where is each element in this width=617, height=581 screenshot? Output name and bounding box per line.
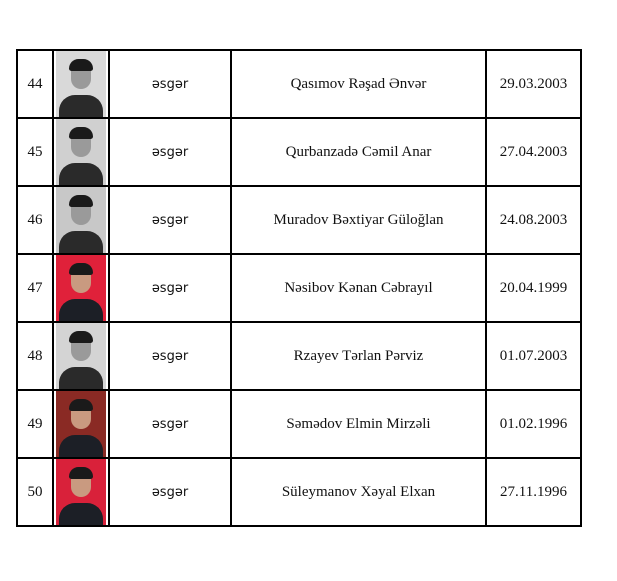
row-number: 44 [16,49,54,119]
portrait-hair [69,127,93,139]
photo-cell [52,457,110,527]
birth-date: 27.04.2003 [485,117,582,187]
rank: əsgər [108,389,232,459]
birth-date: 20.04.1999 [485,253,582,323]
table-row: 45 əsgər Qurbanzadə Cəmil Anar 27.04.200… [16,117,582,187]
portrait-photo [56,459,106,525]
table-row: 49 əsgər Səmədov Elmin Mirzəli 01.02.199… [16,389,582,459]
table-row: 44 əsgər Qasımov Rəşad Ənvər 29.03.2003 [16,49,582,119]
portrait-photo [56,391,106,457]
portrait-hair [69,399,93,411]
rank: əsgər [108,49,232,119]
rank: əsgər [108,321,232,391]
full-name: Qurbanzadə Cəmil Anar [230,117,487,187]
portrait-photo [56,255,106,321]
portrait-photo [56,119,106,185]
rank: əsgər [108,457,232,527]
portrait-hair [69,195,93,207]
row-number: 50 [16,457,54,527]
portrait-hair [69,59,93,71]
table-row: 46 əsgər Muradov Bəxtiyar Güloğlan 24.08… [16,185,582,255]
portrait-body [59,163,103,185]
photo-cell [52,321,110,391]
full-name: Nəsibov Kənan Cəbrayıl [230,253,487,323]
birth-date: 29.03.2003 [485,49,582,119]
portrait-body [59,435,103,457]
photo-cell [52,117,110,187]
photo-cell [52,185,110,255]
portrait-body [59,231,103,253]
rank: əsgər [108,253,232,323]
rank: əsgər [108,117,232,187]
table-row: 50 əsgər Süleymanov Xəyal Elxan 27.11.19… [16,457,582,527]
row-number: 48 [16,321,54,391]
photo-cell [52,389,110,459]
row-number: 49 [16,389,54,459]
full-name: Rzayev Tərlan Pərviz [230,321,487,391]
portrait-body [59,299,103,321]
full-name: Səmədov Elmin Mirzəli [230,389,487,459]
portrait-body [59,367,103,389]
row-number: 46 [16,185,54,255]
full-name: Süleymanov Xəyal Elxan [230,457,487,527]
portrait-photo [56,187,106,253]
portrait-photo [56,51,106,117]
portrait-body [59,95,103,117]
table-row: 47 əsgər Nəsibov Kənan Cəbrayıl 20.04.19… [16,253,582,323]
photo-cell [52,49,110,119]
portrait-hair [69,467,93,479]
casualty-table: 44 əsgər Qasımov Rəşad Ənvər 29.03.2003 … [16,49,582,527]
row-number: 45 [16,117,54,187]
birth-date: 01.02.1996 [485,389,582,459]
table-row: 48 əsgər Rzayev Tərlan Pərviz 01.07.2003 [16,321,582,391]
birth-date: 01.07.2003 [485,321,582,391]
rank: əsgər [108,185,232,255]
row-number: 47 [16,253,54,323]
birth-date: 24.08.2003 [485,185,582,255]
portrait-body [59,503,103,525]
portrait-hair [69,331,93,343]
portrait-photo [56,323,106,389]
portrait-hair [69,263,93,275]
photo-cell [52,253,110,323]
full-name: Muradov Bəxtiyar Güloğlan [230,185,487,255]
full-name: Qasımov Rəşad Ənvər [230,49,487,119]
birth-date: 27.11.1996 [485,457,582,527]
